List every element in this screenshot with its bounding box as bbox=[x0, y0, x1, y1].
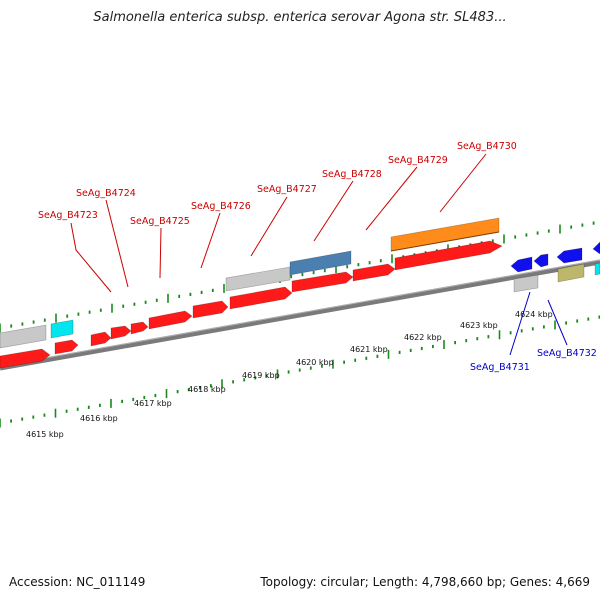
gene-label-seag-b4729: SeAg_B4729 bbox=[388, 155, 448, 166]
blue-gene-1 bbox=[510, 256, 533, 273]
forward-gene-track bbox=[0, 217, 503, 369]
gene-seag-b4727 bbox=[192, 300, 229, 319]
kbp-label: 4618 kbp bbox=[188, 385, 226, 394]
gene-seag-b4728 bbox=[229, 286, 293, 310]
gene-seag-b4724 bbox=[110, 325, 132, 340]
kbp-label: 4620 kbp bbox=[296, 358, 334, 367]
gene-label-seag-b4728: SeAg_B4728 bbox=[322, 169, 382, 180]
gray-gene-left bbox=[0, 324, 47, 349]
reverse-gene-track bbox=[510, 241, 600, 293]
accession-text: Accession: NC_011149 bbox=[9, 575, 146, 589]
steelblue-feature-b4729 bbox=[289, 250, 352, 276]
gray-feature-b4728 bbox=[225, 266, 291, 292]
kbp-label: 4615 kbp bbox=[26, 430, 64, 439]
bottom-gene-labels: SeAg_B4731 SeAg_B4732 bbox=[470, 348, 597, 373]
genome-axis-highlight bbox=[0, 259, 600, 367]
bottom-tick-row bbox=[0, 315, 600, 428]
gene-seag-b4729 bbox=[291, 271, 354, 293]
gene-label-seag-b4731: SeAg_B4731 bbox=[470, 362, 530, 373]
kbp-label: 4616 kbp bbox=[80, 414, 118, 423]
map-title: Salmonella enterica subsp. enterica sero… bbox=[93, 10, 507, 25]
kbp-label: 4622 kbp bbox=[404, 333, 442, 342]
kbp-label: 4621 kbp bbox=[350, 345, 388, 354]
blue-gene-4 bbox=[592, 241, 600, 255]
kbp-label: 4623 kbp bbox=[460, 321, 498, 330]
kbp-label: 4619 kbp bbox=[242, 371, 280, 380]
genome-axis bbox=[0, 259, 600, 371]
cyan-gene-left bbox=[50, 319, 74, 339]
gene-label-seag-b4730: SeAg_B4730 bbox=[457, 141, 517, 152]
top-gene-labels: SeAg_B4723 SeAg_B4724 SeAg_B4725SeAg_B4726… bbox=[38, 141, 517, 227]
kbp-label: 4617 kbp bbox=[134, 399, 172, 408]
gene-seag-b4730 bbox=[352, 263, 396, 282]
bottom-label-leaders bbox=[509, 291, 568, 356]
kbp-scale-labels: 4615 kbp 4616 kbp 4617 kbp 4618 kbp 4619 kbp… bbox=[26, 310, 553, 439]
gene-label-seag-b4732: SeAg_B4732 bbox=[537, 348, 597, 359]
gene-label-seag-b4726: SeAg_B4726 bbox=[191, 201, 251, 212]
gene-seag-b4726 bbox=[148, 310, 193, 330]
gene-label-seag-b4725: SeAg_B4725 bbox=[130, 216, 190, 227]
khaki-gene-right bbox=[557, 263, 585, 283]
gene-seag-b4723 bbox=[90, 331, 112, 347]
gene-seag-b4730b bbox=[394, 240, 503, 271]
gene-label-seag-b4724: SeAg_B4724 bbox=[76, 188, 136, 199]
gene-label-seag-b4727: SeAg_B4727 bbox=[257, 184, 317, 195]
top-label-leaders bbox=[70, 153, 487, 293]
gray-gene-right bbox=[513, 274, 539, 293]
red-gene-left-2 bbox=[54, 339, 79, 355]
blue-gene-2 bbox=[533, 253, 549, 268]
kbp-label: 4624 kbp bbox=[515, 310, 553, 319]
gene-seag-b4725 bbox=[130, 321, 149, 335]
red-gene-left-1 bbox=[0, 348, 51, 369]
gene-label-seag-b4723: SeAg_B4723 bbox=[38, 210, 98, 221]
topology-text: Topology: circular; Length: 4,798,660 bp… bbox=[260, 575, 590, 589]
blue-gene-3 bbox=[556, 247, 583, 264]
cyan-gene-right bbox=[594, 262, 600, 276]
